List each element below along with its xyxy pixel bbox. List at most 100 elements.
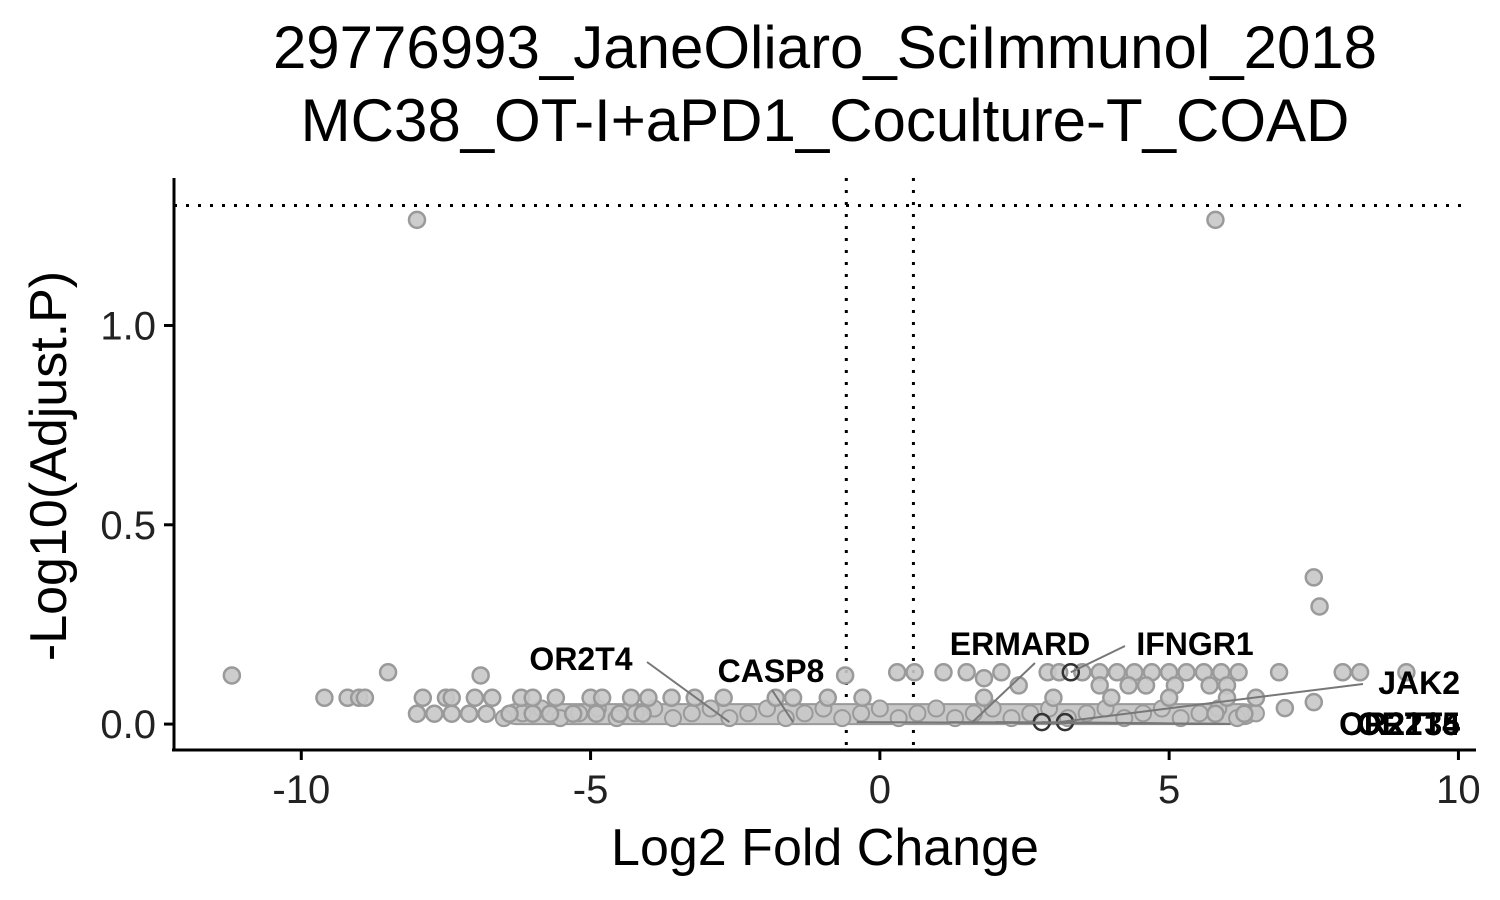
data-point (889, 709, 908, 728)
data-point (639, 688, 658, 708)
data-point (523, 704, 542, 723)
gene-label: IFNGR1 (1136, 626, 1253, 662)
data-point (1009, 676, 1028, 695)
data-point (714, 688, 733, 708)
data-point (1217, 688, 1237, 708)
data-point (1304, 568, 1324, 587)
highlighted-point (1061, 663, 1081, 682)
gene-label: OR2T4 (1357, 706, 1460, 742)
data-point (974, 669, 994, 688)
data-point (934, 663, 953, 682)
gene-label: OR2T35 (1339, 706, 1460, 742)
data-point (222, 666, 242, 685)
data-point (1136, 676, 1156, 695)
data-point (540, 704, 560, 723)
data-point (1090, 676, 1109, 695)
data-point (1119, 676, 1138, 695)
label-connector (1059, 683, 1364, 724)
data-point (1333, 663, 1352, 682)
y-axis-ticks: 0.0 0.5 1.0 (100, 304, 174, 747)
data-point (1171, 709, 1190, 728)
data-point (1269, 663, 1289, 682)
data-point (852, 704, 871, 723)
data-point (783, 688, 803, 708)
label-connector (995, 721, 1231, 725)
data-point (946, 709, 965, 728)
data-point (477, 704, 496, 723)
data-point (974, 688, 994, 708)
data-point (927, 699, 946, 718)
gene-label: JAK2 (1378, 665, 1460, 701)
data-point (1102, 688, 1121, 708)
data-point (1350, 663, 1370, 682)
data-point (523, 688, 542, 708)
label-connector (1070, 645, 1126, 674)
x-tick-label: -5 (573, 768, 609, 812)
data-point (1304, 692, 1324, 712)
data-points (222, 210, 1416, 732)
data-point (664, 709, 683, 728)
data-point (1397, 663, 1416, 682)
data-point (1235, 704, 1254, 723)
chart-title: 29776993_JaneOliaro_SciImmunol_2018 (273, 14, 1377, 81)
data-point (546, 688, 566, 708)
x-tick-label: 5 (1158, 768, 1180, 812)
y-tick-label: 0.0 (100, 703, 156, 747)
data-point (442, 688, 461, 708)
label-connectors (646, 645, 1364, 725)
label-connector (971, 662, 1036, 723)
data-point (992, 663, 1011, 682)
data-point (355, 688, 375, 708)
data-point (563, 704, 583, 723)
data-point (442, 704, 461, 723)
data-point (908, 704, 927, 723)
data-point (482, 688, 502, 708)
y-axis-title: -Log10(Adjust.P) (20, 271, 78, 661)
data-point (795, 704, 814, 723)
data-point (1159, 688, 1179, 708)
data-point (1275, 698, 1295, 718)
x-tick-label: -10 (272, 768, 330, 812)
data-point (465, 688, 485, 708)
y-tick-label: 1.0 (100, 304, 156, 348)
data-point (1190, 704, 1209, 723)
data-point (682, 704, 701, 723)
data-point (1044, 688, 1063, 708)
data-point (835, 666, 855, 685)
label-connector (771, 689, 794, 723)
gene-label: OR2T4 (529, 641, 632, 677)
data-point (413, 688, 433, 708)
data-point (887, 663, 907, 682)
data-point (662, 688, 681, 708)
data-point (818, 688, 838, 708)
data-point (1229, 663, 1248, 682)
data-point (407, 704, 427, 723)
data-point (964, 704, 983, 723)
data-point (315, 688, 334, 708)
data-point (853, 688, 872, 708)
data-point (425, 704, 444, 723)
chart-subtitle: MC38_OT-I+aPD1_Coculture-T_COAD (301, 87, 1350, 154)
gene-label: OR2T34 (1339, 706, 1460, 742)
gene-label: ERMARD (950, 626, 1090, 662)
data-point (459, 704, 479, 723)
data-point (471, 666, 490, 685)
data-point (1200, 676, 1219, 695)
x-axis-title: Log2 Fold Change (611, 819, 1039, 877)
data-point (905, 663, 924, 682)
data-point (1177, 663, 1196, 682)
data-point (587, 704, 606, 723)
threshold-lines (174, 178, 1470, 750)
data-point (1107, 663, 1127, 682)
gene-label: CASP8 (718, 653, 825, 689)
data-point (833, 709, 852, 728)
data-point (870, 699, 889, 718)
data-point (720, 709, 739, 728)
data-point (1206, 704, 1225, 723)
data-point (957, 663, 976, 682)
data-point (407, 210, 427, 230)
data-point (621, 688, 641, 708)
gene-label: OR2T5 (1357, 706, 1460, 742)
